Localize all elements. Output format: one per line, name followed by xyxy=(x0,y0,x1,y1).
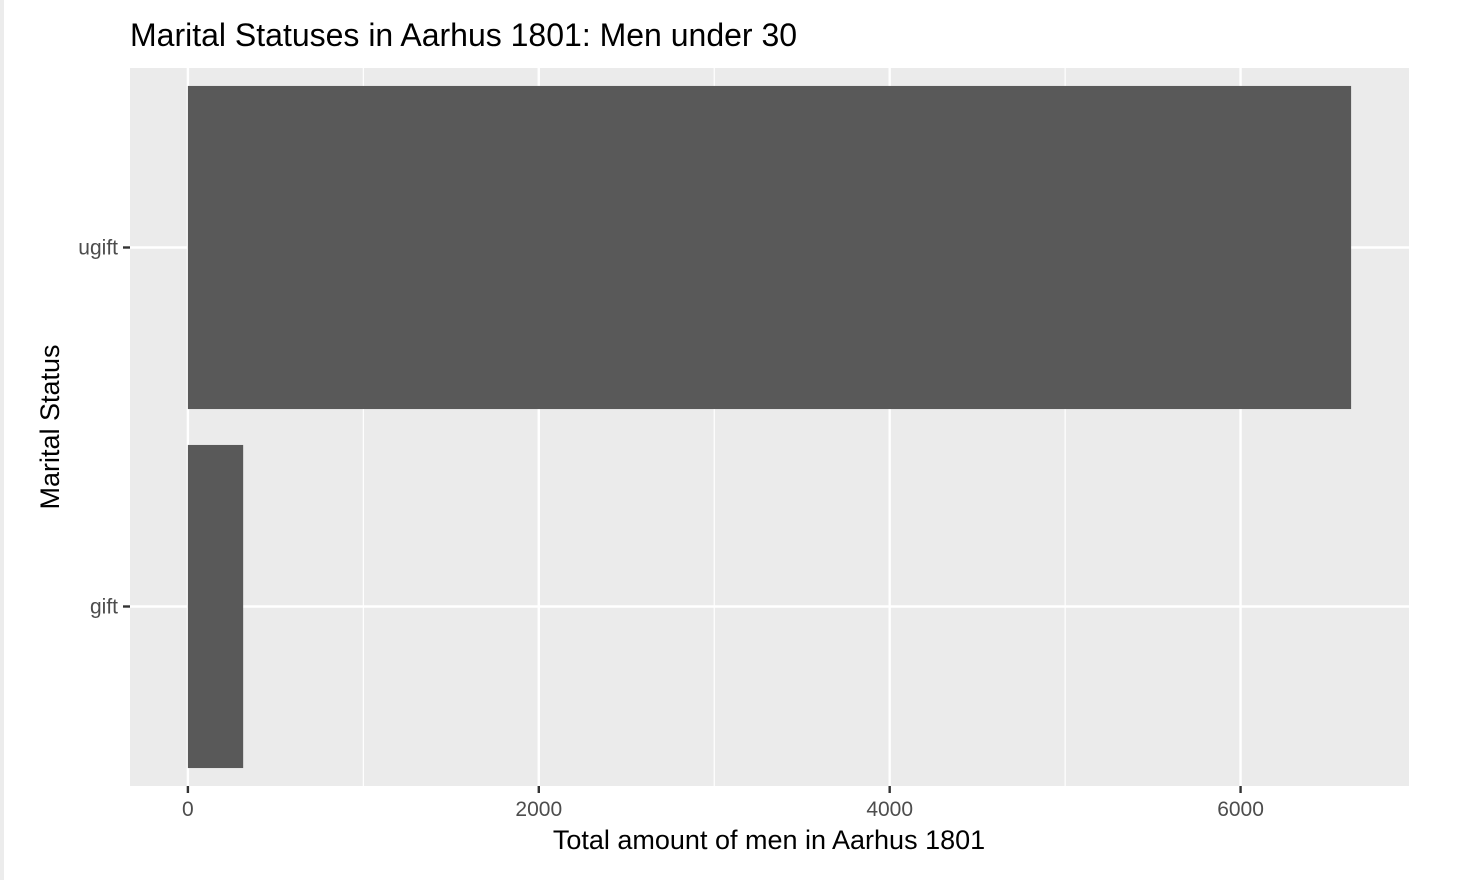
bars xyxy=(187,85,1352,769)
chart-title: Marital Statuses in Aarhus 1801: Men und… xyxy=(130,17,797,53)
left-edge-divider xyxy=(0,0,4,880)
bar-ugift xyxy=(187,85,1352,410)
y-axis: ugift gift xyxy=(78,237,130,619)
x-axis-title: Total amount of men in Aarhus 1801 xyxy=(553,825,985,855)
x-tick-label: 4000 xyxy=(866,798,913,821)
y-axis-title: Marital Status xyxy=(35,344,65,509)
bar-gift xyxy=(187,444,244,769)
x-tick-label: 2000 xyxy=(515,798,562,821)
x-tick-label: 6000 xyxy=(1217,798,1264,821)
y-tick-label: gift xyxy=(90,596,118,619)
x-tick-label: 0 xyxy=(182,798,194,821)
y-tick-label: ugift xyxy=(78,237,118,260)
x-axis: 0 2000 4000 6000 xyxy=(182,786,1264,821)
